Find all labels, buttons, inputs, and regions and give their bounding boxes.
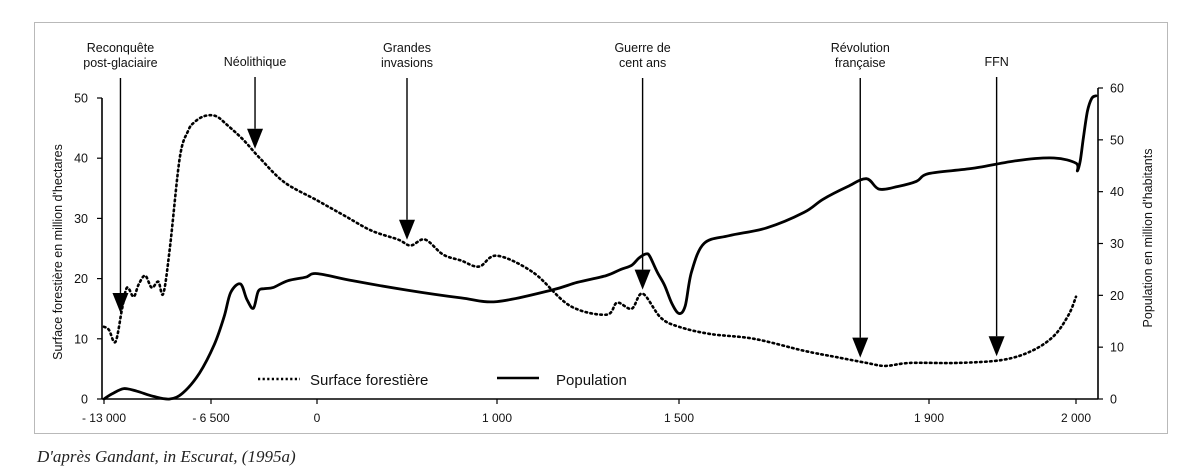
legend-label-population: Population (556, 372, 627, 389)
y-tick-right-label: 50 (1110, 133, 1124, 147)
annotation-arrow-head (399, 219, 415, 240)
annotation-arrow-head (988, 336, 1005, 357)
annotation-label: Grandes (383, 41, 431, 55)
x-ticks: - 13 000 - 6 500 0 1 000 1 500 1 900 2 000 (82, 399, 1091, 425)
annotation-arrow-head (852, 337, 869, 358)
y-tick-left-label: 40 (74, 152, 88, 166)
annotation: FFN (984, 55, 1009, 357)
annotation: Néolithique (224, 55, 287, 149)
annotation-label: Révolution (831, 41, 890, 55)
x-tick-label: 2 000 (1061, 411, 1091, 425)
x-tick-label: - 13 000 (82, 411, 126, 425)
y-tick-right-label: 60 (1110, 82, 1124, 96)
y-tick-left-label: 30 (74, 212, 88, 226)
annotation-label: Reconquête (87, 41, 154, 55)
y-tick-right-label: 20 (1110, 289, 1124, 303)
annotation-label: post-glaciaire (83, 56, 157, 70)
source-caption: D'après Gandant, in Escurat, (1995a) (37, 447, 296, 466)
series-line-population (102, 94, 1098, 401)
legend-label-surface: Surface forestière (310, 372, 428, 389)
y-tick-left-label: 20 (74, 272, 88, 286)
annotation-arrow-head (634, 269, 651, 290)
y-axis-right-label: Population en million d'habitants (1141, 149, 1155, 328)
y-tick-right-label: 10 (1110, 341, 1124, 355)
y-tick-left-label: 0 (81, 393, 88, 407)
y-ticks-left: 0 10 20 30 40 50 (74, 92, 102, 407)
series-layer (102, 94, 1098, 401)
chart-frame (34, 22, 1168, 434)
y-ticks-right: 0 10 20 30 40 50 60 (1098, 82, 1124, 407)
y-tick-right-label: 40 (1110, 185, 1124, 199)
y-tick-right-label: 30 (1110, 237, 1124, 251)
y-tick-left-label: 10 (74, 332, 88, 346)
x-tick-label: 0 (314, 411, 321, 425)
annotation-label: FFN (984, 55, 1008, 69)
y-tick-left-label: 50 (74, 92, 88, 106)
x-tick-label: 1 000 (482, 411, 512, 425)
y-axis-left-label: Surface forestière en million d'hectares (51, 144, 65, 360)
annotation-label: Néolithique (224, 55, 287, 69)
annotation-label: cent ans (619, 56, 666, 70)
legend: Surface forestière Population (258, 372, 627, 389)
x-tick-label: 1 500 (664, 411, 694, 425)
annotation-label: Guerre de (614, 41, 670, 55)
annotation-label: française (835, 56, 886, 70)
x-tick-label: - 6 500 (192, 411, 230, 425)
annotation-arrow-head (247, 128, 264, 149)
annotation-arrow-head (112, 292, 129, 313)
y-tick-right-label: 0 (1110, 393, 1117, 407)
series-line-surface-forestiere (102, 113, 1078, 368)
annotation-label: invasions (381, 56, 433, 70)
x-tick-label: 1 900 (914, 411, 944, 425)
